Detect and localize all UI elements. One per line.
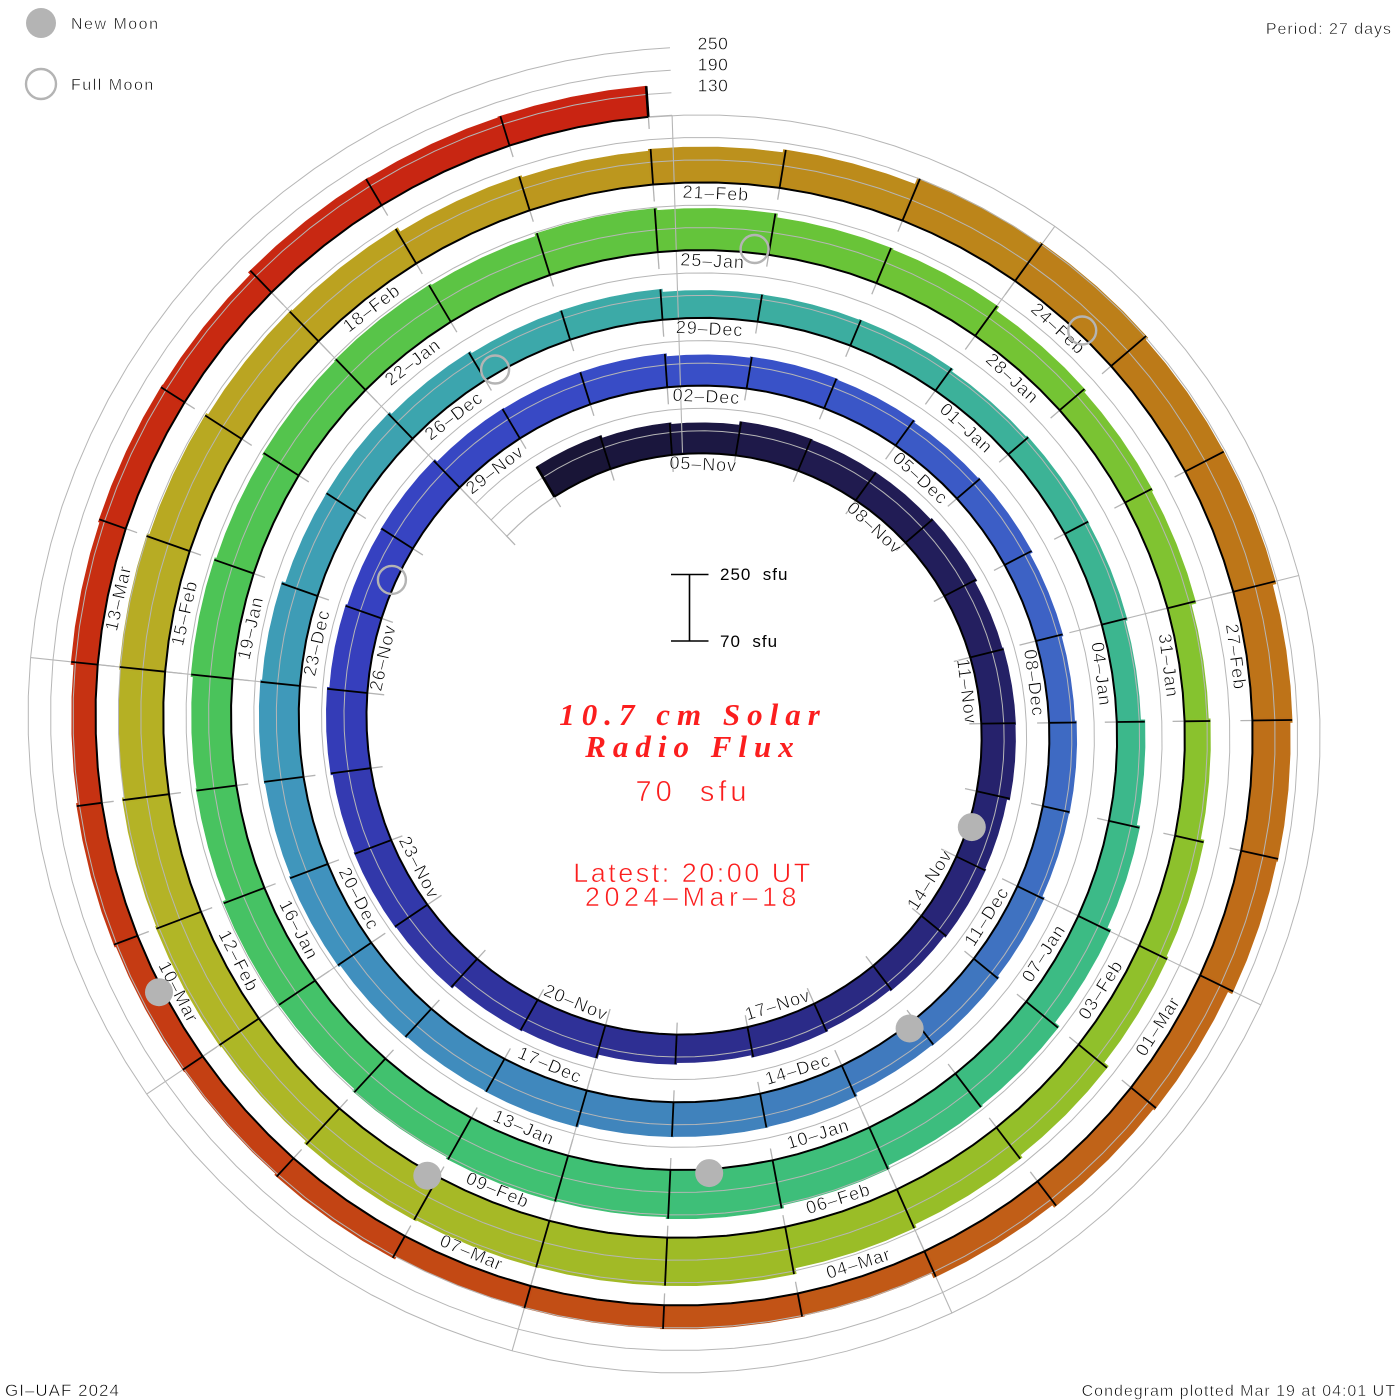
svg-text:2024–Mar–18: 2024–Mar–18 bbox=[585, 882, 801, 912]
svg-text:Radio Flux: Radio Flux bbox=[584, 729, 801, 764]
svg-text:GI–UAF 2024: GI–UAF 2024 bbox=[5, 1381, 120, 1400]
svg-text:25–Jan: 25–Jan bbox=[680, 249, 745, 272]
svg-text:10.7 cm Solar: 10.7 cm Solar bbox=[559, 697, 827, 732]
svg-text:New Moon: New Moon bbox=[71, 16, 159, 33]
svg-text:29–Dec: 29–Dec bbox=[675, 317, 743, 340]
svg-text:Condegram plotted Mar 19 at 04: Condegram plotted Mar 19 at 04:01 UT bbox=[1082, 1383, 1396, 1400]
svg-text:190: 190 bbox=[698, 55, 729, 75]
svg-text:130: 130 bbox=[698, 76, 729, 96]
svg-text:05–Nov: 05–Nov bbox=[669, 452, 737, 475]
svg-text:Full Moon: Full Moon bbox=[71, 77, 155, 94]
svg-text:02–Dec: 02–Dec bbox=[672, 385, 740, 408]
svg-text:Latest: 20:00 UT: Latest: 20:00 UT bbox=[573, 858, 813, 888]
svg-text:Period: 27 days: Period: 27 days bbox=[1266, 21, 1392, 38]
svg-text:250 sfu: 250 sfu bbox=[720, 565, 789, 584]
svg-text:21–Feb: 21–Feb bbox=[682, 182, 749, 205]
svg-text:250: 250 bbox=[698, 34, 729, 54]
svg-text:70 sfu: 70 sfu bbox=[720, 632, 778, 651]
svg-text:70 sfu: 70 sfu bbox=[635, 776, 750, 808]
